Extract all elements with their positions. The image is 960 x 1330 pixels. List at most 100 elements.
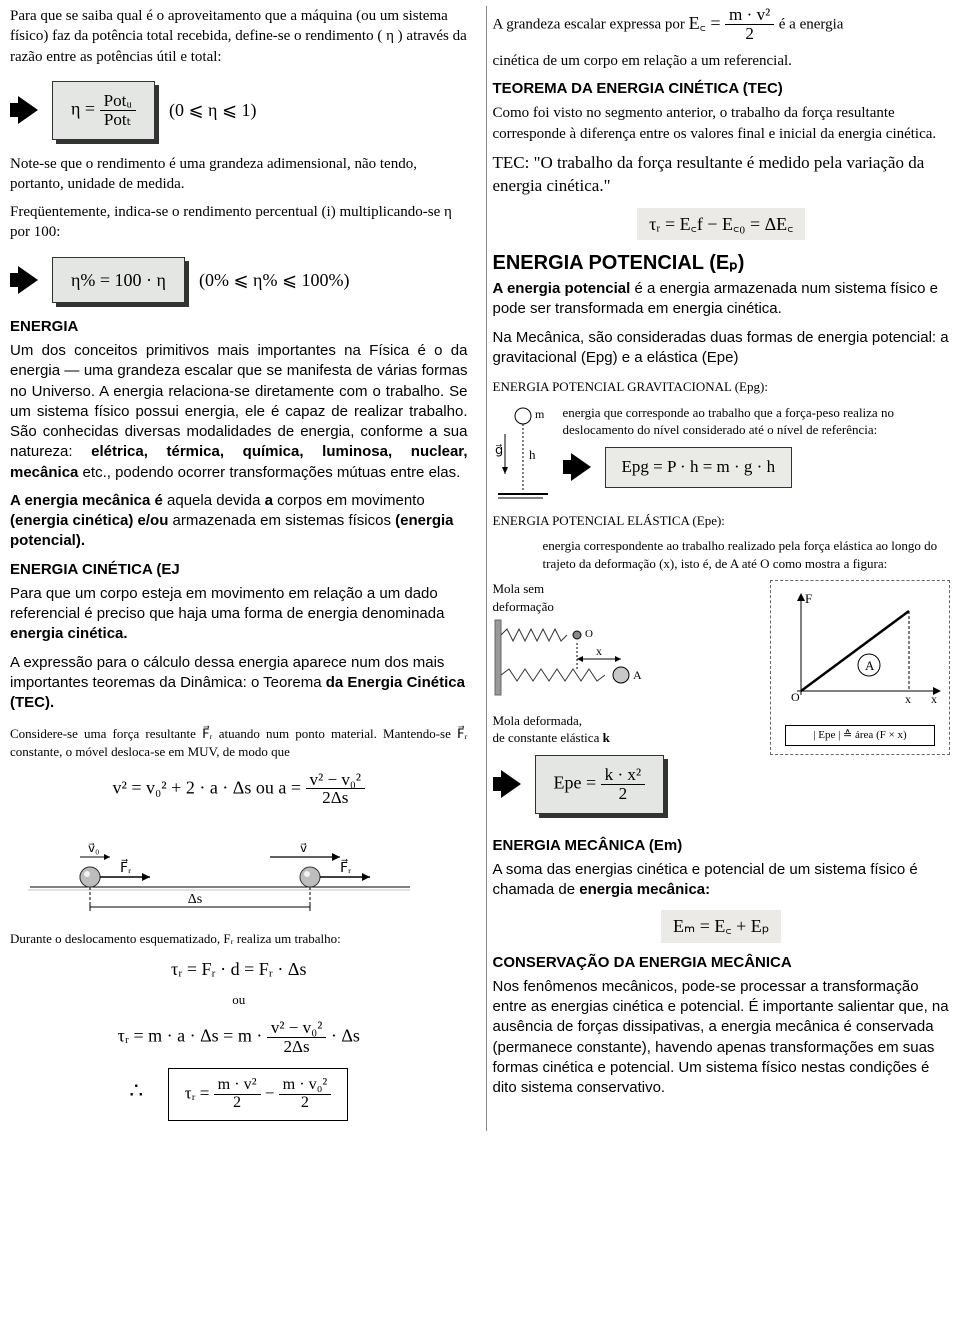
durante-text: Durante o deslocamento esquematizado, Fᵣ…: [10, 930, 468, 948]
tau3-a: τᵣ =: [185, 1083, 214, 1102]
ec-p1: Para que um corpo esteja em movimento em…: [10, 584, 468, 645]
ep-p2: Na Mecânica, são consideradas duas forma…: [493, 328, 951, 369]
ec-scalar-line2: cinética de um corpo em relação a um ref…: [493, 51, 951, 71]
epg-box: Epg = P · h = m · g · h: [605, 447, 793, 488]
cons-heading: CONSERVAÇÃO DA ENERGIA MECÂNICA: [493, 953, 951, 973]
epe-num: k · x²: [601, 766, 645, 785]
tau2-den: 2Δs: [279, 1038, 313, 1056]
intro-text: Para que se saiba qual é o aproveitament…: [10, 6, 468, 67]
page-columns: Para que se saiba qual é o aproveitament…: [10, 6, 950, 1131]
eta-num: Potᵤ: [100, 92, 136, 111]
arrow-icon: [18, 266, 38, 294]
mola2b: de constante elástica k: [493, 729, 761, 747]
tau-eq2: τᵣ = m · a · Δs = m · v² − v₀² 2Δs · Δs: [10, 1019, 468, 1056]
tau2-a: τᵣ = m · a · Δs = m ·: [118, 1026, 267, 1046]
v0-label: v⃗₀: [88, 841, 99, 855]
torri-left: v² = v₀² + 2 · a · Δs ou a =: [112, 777, 305, 797]
eta-label: η =: [71, 98, 100, 118]
tau3-num1: m · v²: [214, 1077, 261, 1095]
ou-text: ou: [10, 991, 468, 1009]
ec-sym: E꜀ =: [689, 13, 725, 33]
x-label: x: [596, 644, 602, 658]
tec-equation: τᵣ = E꜀f − E꜀₀ = ΔE꜀: [637, 208, 805, 240]
torri-den: 2Δs: [318, 789, 352, 807]
mola1: Mola sem: [493, 580, 761, 598]
ep-p1: A energia potencial é a energia armazena…: [493, 279, 951, 320]
epe-den: 2: [615, 785, 632, 803]
svg-text:A: A: [633, 668, 642, 682]
graph-caption: | Epe | ≙ área (F × x): [785, 725, 935, 746]
tau3-den1: 2: [229, 1095, 245, 1112]
ec-scalar-line1: A grandeza escalar expressa por E꜀ = m ·…: [493, 6, 951, 43]
eta-den: Potₜ: [100, 111, 136, 129]
spring-diagram: O A x: [493, 615, 693, 705]
ec-den: 2: [741, 25, 758, 43]
fr-label-left: F⃗ᵣ: [120, 859, 131, 877]
graph-f-label: F: [805, 591, 812, 606]
tau3-num2: m · v₀²: [279, 1077, 332, 1095]
svg-text:O: O: [585, 628, 593, 640]
torricelli-eq: v² = v₀² + 2 · a · Δs ou a = v² − v₀² 2Δ…: [10, 771, 468, 808]
tau2-b: · Δs: [331, 1026, 360, 1046]
tau-eq1: τᵣ = Fᵣ · d = Fᵣ · Δs: [10, 957, 468, 981]
tau-final-row: ∴ τᵣ = m · v² 2 − m · v₀² 2: [10, 1068, 468, 1121]
em-paragraph: A soma das energias cinética e potencial…: [493, 860, 951, 901]
arrow-icon: [501, 770, 521, 798]
torri-num: v² − v₀²: [306, 771, 366, 790]
ds-label: Δs: [188, 892, 202, 907]
energia-paragraph: Um dos conceitos primitivos mais importa…: [10, 341, 468, 483]
cons-paragraph: Nos fenômenos mecânicos, pode-se process…: [493, 977, 951, 1099]
note2: Freqüentemente, indica-se o rendimento p…: [10, 202, 468, 243]
eta-pct-range: (0% ⩽ η% ⩽ 100%): [199, 268, 350, 292]
ep-heading: ENERGIA POTENCIAL (Eₚ): [493, 250, 951, 277]
epg-diagram: m g⃗ h: [493, 404, 553, 504]
epe-eq-prefix: Epe =: [554, 772, 601, 792]
tau3-den2: 2: [297, 1095, 313, 1112]
arrow-icon: [18, 96, 38, 124]
eta-range: (0 ⩽ η ⩽ 1): [169, 98, 257, 122]
svg-text:g⃗: g⃗: [495, 442, 503, 457]
tec-heading: TEOREMA DA ENERGIA CINÉTICA (TEC): [493, 79, 951, 99]
note1: Note-se que o rendimento é uma grandeza …: [10, 154, 468, 195]
epe-graph-box: A F O x x | Epe | ≙ área (F × x): [770, 580, 950, 755]
eta-pct-box: η% = 100 · η: [52, 257, 185, 303]
scalar1: A grandeza escalar expressa por: [493, 17, 689, 33]
epg-subheading: ENERGIA POTENCIAL GRAVITACIONAL (Epg):: [493, 378, 951, 396]
ec-p2: A expressão para o cálculo dessa energia…: [10, 653, 468, 714]
eta-pct-row: η% = 100 · η (0% ⩽ η% ⩽ 100%): [10, 257, 468, 303]
svg-text:h: h: [529, 447, 536, 462]
v-label: v⃗: [300, 841, 307, 855]
epe-figure-row: Mola sem deformação O A x: [493, 580, 951, 821]
eta-formula-row: η = Potᵤ Potₜ (0 ⩽ η ⩽ 1): [10, 81, 468, 140]
epg-block: m g⃗ h energia que corresponde ao trabal…: [493, 404, 951, 504]
tec-quote: TEC: "O trabalho da força resultante é m…: [493, 152, 951, 198]
em-equation: Eₘ = E꜀ + Eₚ: [661, 910, 781, 942]
mola2: Mola deformada,: [493, 712, 761, 730]
em-heading: ENERGIA MECÂNICA (Em): [493, 836, 951, 856]
force-graph: A F O x x: [777, 587, 945, 717]
tec-paragraph: Como foi visto no segmento anterior, o t…: [493, 103, 951, 144]
epe-desc: energia correspondente ao trabalho reali…: [493, 537, 951, 572]
epe-subheading: ENERGIA POTENCIAL ELÁSTICA (Epe):: [493, 512, 951, 530]
scalar2: é a energia: [779, 17, 844, 33]
fr-label-right: F⃗ᵣ: [340, 859, 351, 877]
right-column: A grandeza escalar expressa por E꜀ = m ·…: [486, 6, 951, 1131]
ec-num: m · v²: [725, 6, 774, 25]
arrow-icon: [571, 453, 591, 481]
graph-a-label: A: [865, 658, 875, 673]
ec-heading: ENERGIA CINÉTICA (EJ: [10, 560, 468, 580]
tau3-mid: −: [265, 1083, 279, 1102]
energia-heading: ENERGIA: [10, 317, 468, 337]
graph-o-label: O: [791, 690, 800, 704]
energia-mecanica-def: A energia mecânica é aquela devida a cor…: [10, 491, 468, 552]
graph-x-axis: x: [931, 692, 937, 706]
mola1b: deformação: [493, 598, 761, 616]
svg-text:m: m: [535, 407, 545, 421]
graph-x-tick: x: [905, 692, 911, 706]
consider-text: Considere-se uma força resultante F⃗ᵣ at…: [10, 725, 468, 760]
motion-diagram: F⃗ᵣ v⃗₀ F⃗ᵣ v⃗ Δs: [10, 817, 468, 923]
therefore-symbol: ∴: [129, 1078, 143, 1103]
left-column: Para que se saiba qual é o aproveitament…: [10, 6, 474, 1131]
eta-box: η = Potᵤ Potₜ: [52, 81, 155, 140]
epe-box: Epe = k · x² 2: [535, 755, 665, 814]
